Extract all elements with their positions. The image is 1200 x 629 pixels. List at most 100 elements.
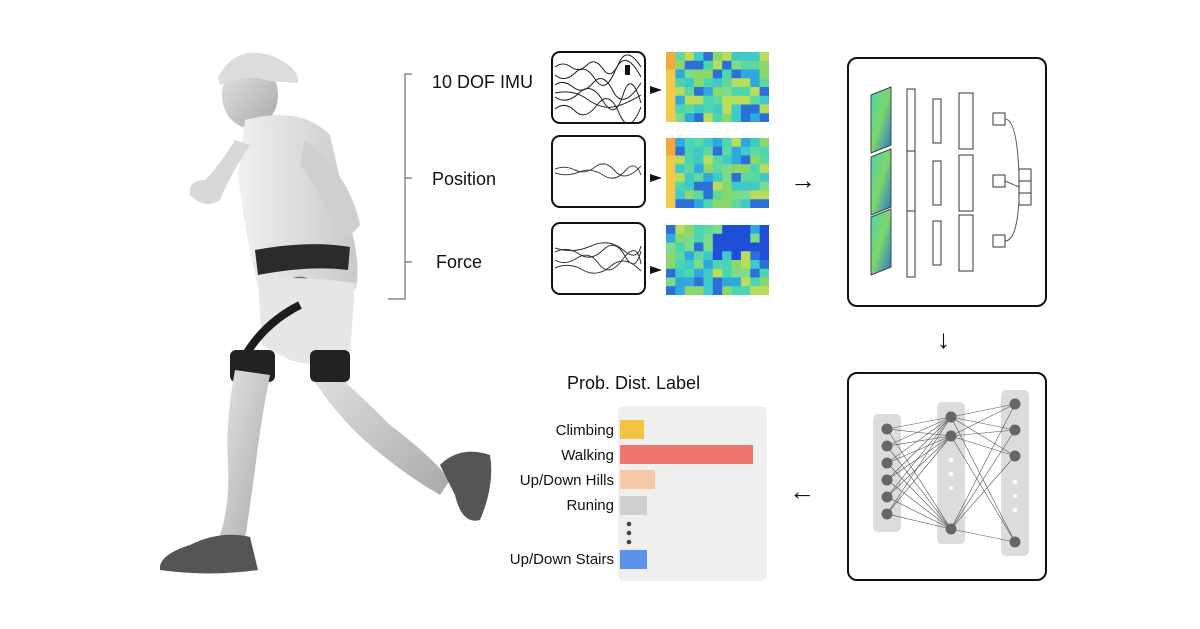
heatmap-cell xyxy=(712,69,723,79)
heatmap-cell xyxy=(712,286,723,295)
heatmap-cell xyxy=(666,69,676,79)
signal-arrow-imu xyxy=(650,82,662,94)
heatmap-cell xyxy=(666,138,676,148)
mlp-node xyxy=(881,457,893,469)
heatmap-cell xyxy=(675,164,686,174)
heatmap-cell xyxy=(731,251,742,261)
heatmap-cell xyxy=(694,268,704,278)
heatmap-cell xyxy=(740,60,751,70)
heatmap-cell xyxy=(675,199,686,208)
mlp-node xyxy=(1009,450,1021,462)
heatmap-cell xyxy=(666,52,676,62)
heatmap-cell xyxy=(684,138,695,148)
heatmap-cell xyxy=(759,87,769,97)
heatmap-cell xyxy=(722,173,732,183)
force-signal-plot xyxy=(551,222,646,295)
heatmap-cell xyxy=(722,225,732,235)
heatmap-cell xyxy=(694,60,704,70)
heatmap-cell xyxy=(684,164,695,174)
mlp-node xyxy=(881,474,893,486)
heatmap-cell xyxy=(712,268,723,278)
runner-illustration xyxy=(159,52,492,574)
heatmap-cell xyxy=(703,242,714,252)
heatmap-cell xyxy=(684,233,695,243)
ellipsis-dots xyxy=(626,521,632,545)
heatmap-cell xyxy=(759,199,769,208)
heatmap-cell xyxy=(694,251,704,261)
heatmap-cell xyxy=(740,251,751,261)
bar-label-hills: Up/Down Hills xyxy=(519,472,614,489)
heatmap-cell xyxy=(684,87,695,97)
heatmap-cell xyxy=(722,164,732,174)
mlp-node xyxy=(945,430,957,442)
heatmap-cell xyxy=(731,104,742,114)
heatmap-cell xyxy=(740,87,751,97)
heatmap-cell xyxy=(684,199,695,208)
position-heatmap xyxy=(666,138,769,208)
heatmap-cell xyxy=(750,199,760,208)
heatmap-cell xyxy=(722,104,732,114)
heatmap-cell xyxy=(712,251,723,261)
heatmap-cell xyxy=(712,95,723,105)
heatmap-cell xyxy=(722,52,732,62)
heatmap-cell xyxy=(712,104,723,114)
heatmap-cell xyxy=(666,87,676,97)
heatmap-cell xyxy=(722,277,732,287)
heatmap-cell xyxy=(694,69,704,79)
heatmap-cell xyxy=(750,69,760,79)
heatmap-cell xyxy=(703,233,714,243)
heatmap-cell xyxy=(666,181,676,191)
heatmap-cell xyxy=(750,251,760,261)
heatmap-cell xyxy=(712,146,723,156)
mlp-node xyxy=(881,423,893,435)
heatmap-cell xyxy=(759,155,769,165)
heatmap-cell xyxy=(731,146,742,156)
heatmap-cell xyxy=(703,173,714,183)
force-heatmap xyxy=(666,225,769,295)
heatmap-cell xyxy=(675,173,686,183)
heatmap-cell xyxy=(666,190,676,200)
bar-walking xyxy=(620,445,753,464)
heatmap-cell xyxy=(722,78,732,88)
left-arrow-icon: ← xyxy=(789,476,815,506)
heatmap-cell xyxy=(694,146,704,156)
heatmap-cell xyxy=(759,69,769,79)
cnn-model-box xyxy=(847,57,1047,307)
heatmap-cell xyxy=(759,138,769,148)
heatmap-cell xyxy=(694,138,704,148)
heatmap-cell xyxy=(675,260,686,270)
heatmap-cell xyxy=(694,225,704,235)
heatmap-cell xyxy=(703,199,714,208)
heatmap-cell xyxy=(666,233,676,243)
heatmap-cell xyxy=(759,113,769,122)
heatmap-cell xyxy=(684,268,695,278)
heatmap-cell xyxy=(750,60,760,70)
heatmap-cell xyxy=(722,199,732,208)
heatmap-cell xyxy=(731,87,742,97)
heatmap-cell xyxy=(703,104,714,114)
heatmap-cell xyxy=(740,173,751,183)
heatmap-cell xyxy=(759,164,769,174)
heatmap-cell xyxy=(759,190,769,200)
heatmap-cell xyxy=(703,251,714,261)
heatmap-cell xyxy=(722,95,732,105)
runner-cap xyxy=(218,52,299,85)
mlp-node xyxy=(1009,424,1021,436)
heatmap-cell xyxy=(666,146,676,156)
heatmap-cell xyxy=(675,286,686,295)
heatmap-cell xyxy=(703,277,714,287)
heatmap-cell xyxy=(740,268,751,278)
heatmap-cell xyxy=(750,87,760,97)
front-shoe xyxy=(159,534,258,574)
heatmap-cell xyxy=(750,173,760,183)
heatmap-cell xyxy=(759,277,769,287)
heatmap-cell xyxy=(666,60,676,70)
heatmap-cell xyxy=(759,52,769,62)
heatmap-cell xyxy=(684,155,695,165)
heatmap-cell xyxy=(684,181,695,191)
heatmap-cell xyxy=(731,260,742,270)
heatmap-cell xyxy=(684,190,695,200)
heatmap-cell xyxy=(694,260,704,270)
right-arrow-icon: → xyxy=(790,165,816,195)
heatmap-cell xyxy=(722,138,732,148)
